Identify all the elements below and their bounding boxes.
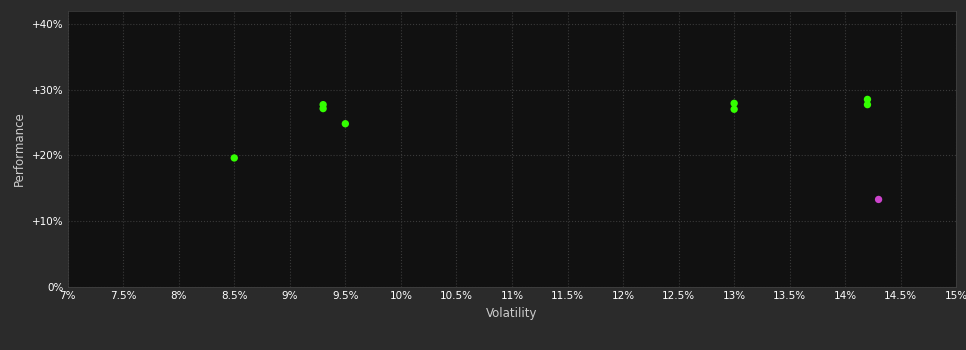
- Point: [726, 106, 742, 112]
- Point: [726, 100, 742, 106]
- Point: [338, 121, 354, 127]
- X-axis label: Volatility: Volatility: [486, 307, 538, 320]
- Point: [226, 155, 242, 161]
- Point: [860, 102, 875, 107]
- Point: [315, 106, 330, 111]
- Point: [871, 197, 887, 202]
- Y-axis label: Performance: Performance: [14, 111, 26, 186]
- Point: [315, 102, 330, 107]
- Point: [860, 97, 875, 102]
